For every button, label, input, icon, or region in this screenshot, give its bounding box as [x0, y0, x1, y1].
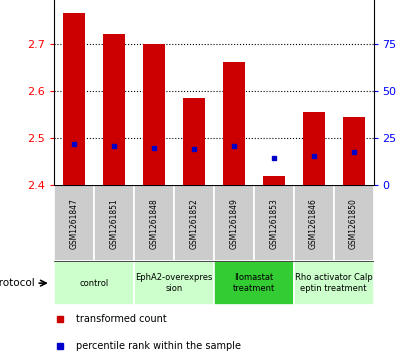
Text: GSM1261850: GSM1261850	[349, 198, 358, 249]
Text: control: control	[79, 279, 108, 287]
Text: GSM1261847: GSM1261847	[69, 198, 78, 249]
Bar	[223, 62, 245, 185]
Bar	[63, 13, 85, 185]
Bar	[214, 261, 294, 305]
Text: Rho activator Calp
eptin treatment: Rho activator Calp eptin treatment	[295, 273, 372, 293]
Bar	[134, 185, 174, 261]
Bar	[94, 185, 134, 261]
Bar	[263, 176, 285, 185]
Text: percentile rank within the sample: percentile rank within the sample	[76, 341, 241, 351]
Text: GSM1261848: GSM1261848	[149, 198, 158, 249]
Bar	[54, 261, 134, 305]
Text: EphA2-overexpres
sion: EphA2-overexpres sion	[135, 273, 212, 293]
Bar	[134, 261, 214, 305]
Bar	[143, 44, 165, 185]
Text: protocol: protocol	[0, 278, 35, 288]
Bar	[183, 98, 205, 185]
Bar	[174, 185, 214, 261]
Bar	[303, 112, 325, 185]
Bar	[334, 185, 374, 261]
Text: GSM1261853: GSM1261853	[269, 198, 278, 249]
Text: GSM1261849: GSM1261849	[229, 198, 238, 249]
Bar	[294, 185, 334, 261]
Text: GSM1261851: GSM1261851	[110, 198, 118, 249]
Text: transformed count: transformed count	[76, 314, 167, 323]
Text: GSM1261852: GSM1261852	[189, 198, 198, 249]
Text: Ilomastat
treatment: Ilomastat treatment	[232, 273, 275, 293]
Bar	[103, 34, 125, 185]
Bar	[294, 261, 374, 305]
Text: GSM1261846: GSM1261846	[309, 198, 318, 249]
Bar	[342, 117, 364, 185]
Bar	[254, 185, 294, 261]
Bar	[54, 185, 94, 261]
Bar	[214, 185, 254, 261]
